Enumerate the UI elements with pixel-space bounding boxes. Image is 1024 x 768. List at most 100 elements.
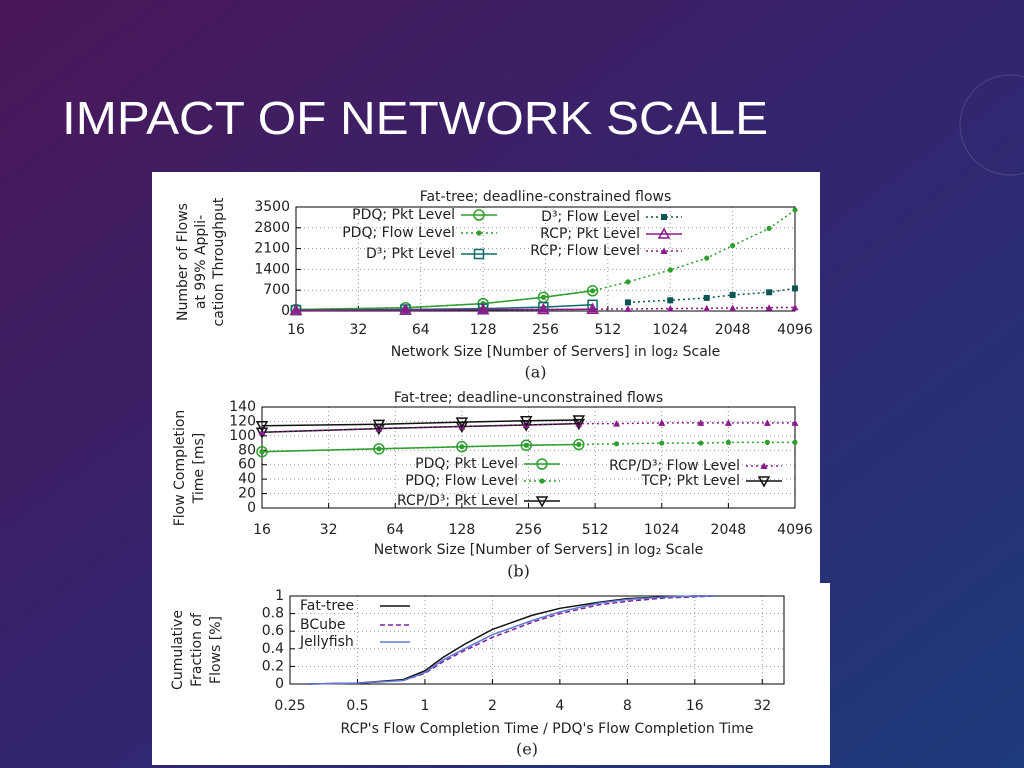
x-tick-label: 2 xyxy=(488,698,497,714)
x-axis-label: RCP's Flow Completion Time / PDQ's Flow … xyxy=(341,721,754,737)
y-axis-label: Cumulative xyxy=(170,610,186,690)
chart: Fat-tree; deadline-constrained flows 0 700… xyxy=(175,189,813,382)
y-tick-label: 0 xyxy=(275,676,284,692)
y-tick-label: 0.4 xyxy=(262,641,284,657)
y-tick-label: 0 xyxy=(247,500,256,516)
chart-title: Fat-tree; deadline-constrained flows xyxy=(420,189,672,205)
marker xyxy=(667,297,674,304)
marker xyxy=(589,288,596,294)
marker xyxy=(792,285,798,292)
legend-label: RCP/D³; Flow Level xyxy=(609,458,740,474)
marker xyxy=(535,496,549,508)
series-line xyxy=(627,287,796,304)
marker xyxy=(791,419,799,426)
x-tick-label: 512 xyxy=(582,522,609,538)
y-axis-label: Flow Completion xyxy=(172,410,188,527)
x-tick-label: 128 xyxy=(449,522,476,538)
marker xyxy=(613,441,620,447)
x-tick-label: 4096 xyxy=(777,322,813,338)
x-tick-label: 1 xyxy=(420,698,429,714)
x-tick-label: 16 xyxy=(253,522,271,538)
marker xyxy=(766,225,772,231)
series-line xyxy=(307,595,717,685)
x-tick-label: 0.5 xyxy=(346,698,368,714)
caption: (a) xyxy=(524,363,546,382)
marker xyxy=(537,302,550,315)
x-tick-label: 4 xyxy=(555,698,564,714)
marker xyxy=(698,440,704,446)
y-tick-label: 20 xyxy=(238,486,256,502)
marker xyxy=(259,449,265,455)
y-tick-label: 120 xyxy=(229,413,256,429)
marker xyxy=(792,207,798,213)
slide-title: IMPACT OF NETWORK SCALE xyxy=(62,92,768,144)
marker xyxy=(724,419,732,426)
marker xyxy=(476,230,482,236)
x-tick-label: 2048 xyxy=(715,322,751,338)
y-axis-label: Fraction of xyxy=(189,612,205,687)
x-tick-label: 16 xyxy=(686,698,704,714)
y-tick-label: 2100 xyxy=(254,241,290,257)
legend-label: PDQ; Flow Level xyxy=(342,225,455,241)
marker xyxy=(624,299,631,306)
x-tick-label: 32 xyxy=(349,322,367,338)
marker xyxy=(725,439,731,445)
y-tick-label: 700 xyxy=(263,282,290,298)
y-tick-label: 80 xyxy=(238,442,256,458)
marker xyxy=(256,445,268,458)
x-tick-label: 8 xyxy=(623,698,632,714)
marker xyxy=(661,214,667,220)
x-tick-label: 32 xyxy=(320,522,338,538)
marker xyxy=(697,419,705,426)
legend-label: PDQ; Pkt Level xyxy=(352,207,455,223)
y-axis-label: Time [ms] xyxy=(191,433,207,505)
caption: (e) xyxy=(516,740,538,759)
legend-label: D³; Pkt Level xyxy=(366,246,455,262)
marker xyxy=(536,458,548,470)
y-axis-label: cation Throughput xyxy=(211,197,227,326)
x-tick-label: 32 xyxy=(753,698,771,714)
marker xyxy=(703,304,711,312)
marker xyxy=(401,306,409,314)
x-axis-label: Network Size [Number of Servers] in log₂… xyxy=(391,344,721,360)
x-tick-label: 2048 xyxy=(711,522,747,538)
plot-frame xyxy=(261,406,796,509)
marker xyxy=(624,305,632,312)
y-tick-label: 1400 xyxy=(254,261,290,277)
x-axis-label: Network Size [Number of Servers] in log₂… xyxy=(374,542,704,558)
x-tick-label: 64 xyxy=(386,522,404,538)
plot-frame xyxy=(289,595,785,685)
chart: Fat-tree; deadline-unconstrained flows02… xyxy=(172,390,813,581)
marker xyxy=(575,420,583,427)
marker xyxy=(766,289,773,296)
series-line xyxy=(295,209,796,311)
marker xyxy=(660,247,668,254)
legend-label: RCP; Pkt Level xyxy=(540,226,640,242)
x-tick-label: 4096 xyxy=(777,522,813,538)
marker xyxy=(523,442,529,448)
y-tick-label: 0.2 xyxy=(262,658,284,674)
x-tick-label: 64 xyxy=(412,322,430,338)
marker xyxy=(539,478,545,484)
marker xyxy=(729,304,737,312)
marker xyxy=(456,440,468,453)
marker xyxy=(792,439,798,445)
marker xyxy=(539,306,547,313)
x-tick-label: 256 xyxy=(532,322,559,338)
marker xyxy=(704,255,710,261)
marker xyxy=(730,243,736,249)
y-tick-label: 100 xyxy=(229,428,256,444)
x-tick-label: 512 xyxy=(595,322,622,338)
series-line xyxy=(295,306,796,312)
x-tick-label: 128 xyxy=(470,322,497,338)
marker xyxy=(576,441,582,448)
marker xyxy=(666,305,674,312)
y-tick-label: 0 xyxy=(281,303,290,319)
marker xyxy=(476,303,490,315)
legend-label: TCP; Pkt Level xyxy=(640,473,740,489)
marker xyxy=(376,446,382,452)
x-tick-label: 1024 xyxy=(652,322,688,338)
marker xyxy=(791,303,799,311)
marker xyxy=(729,291,736,298)
